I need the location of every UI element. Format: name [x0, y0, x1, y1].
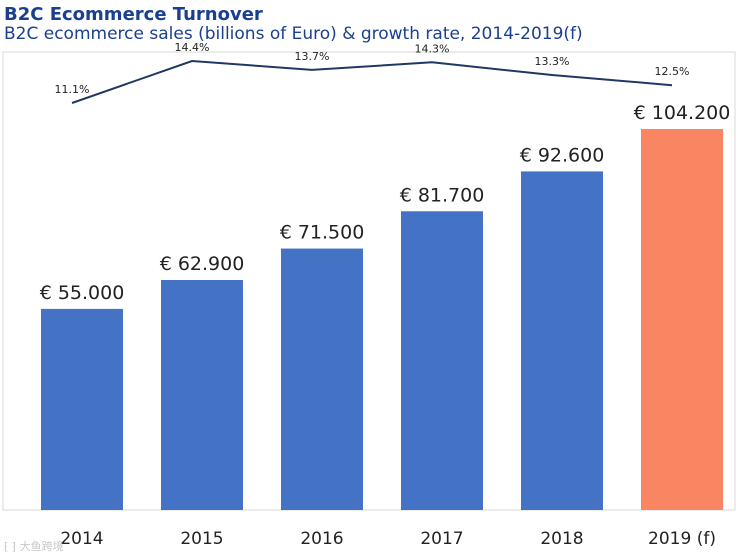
bar-value-label-2: € 71.500 [280, 222, 365, 244]
x-tick-label-2: 2016 [300, 529, 343, 549]
bar-value-label-5: € 104.200 [634, 102, 731, 124]
growth-rate-label-4: 13.3% [535, 55, 570, 68]
x-tick-label-5: 2019 (f) [648, 529, 716, 549]
bar-value-label-3: € 81.700 [400, 184, 485, 206]
bar-labels-group: € 55.000 € 62.900 € 71.500 € 81.700 € 92.600… [40, 102, 731, 304]
growth-rate-label-2: 13.7% [295, 50, 330, 63]
bar-1 [161, 280, 243, 510]
bar-5 [641, 129, 723, 510]
x-tick-label-4: 2018 [540, 529, 583, 549]
x-tick-label-1: 2015 [180, 529, 223, 549]
growth-rate-label-1: 14.4% [175, 41, 210, 54]
growth-rate-line [72, 61, 672, 103]
growth-rate-label-5: 12.5% [655, 65, 690, 78]
bar-2 [281, 249, 363, 510]
bar-value-label-4: € 92.600 [520, 144, 605, 166]
growth-line-group: 11.1% 14.4% 13.7% 14.3% 13.3% 12.5% [55, 41, 690, 103]
bar-0 [41, 309, 123, 510]
x-tick-labels-group: 2014 2015 2016 2017 2018 2019 (f) [60, 529, 716, 549]
x-tick-label-3: 2017 [420, 529, 463, 549]
bar-3 [401, 211, 483, 510]
bar-value-label-0: € 55.000 [40, 282, 125, 304]
x-tick-label-0: 2014 [60, 529, 103, 549]
bar-value-label-1: € 62.900 [160, 253, 245, 275]
bars-group [41, 129, 723, 510]
bar-line-chart: € 55.000 € 62.900 € 71.500 € 81.700 € 92.600… [0, 0, 740, 559]
growth-rate-label-3: 14.3% [415, 42, 450, 55]
bar-4 [521, 171, 603, 510]
watermark-text: ⁅ ⁆ 大鱼跨境 [4, 538, 64, 554]
growth-rate-label-0: 11.1% [55, 83, 90, 96]
